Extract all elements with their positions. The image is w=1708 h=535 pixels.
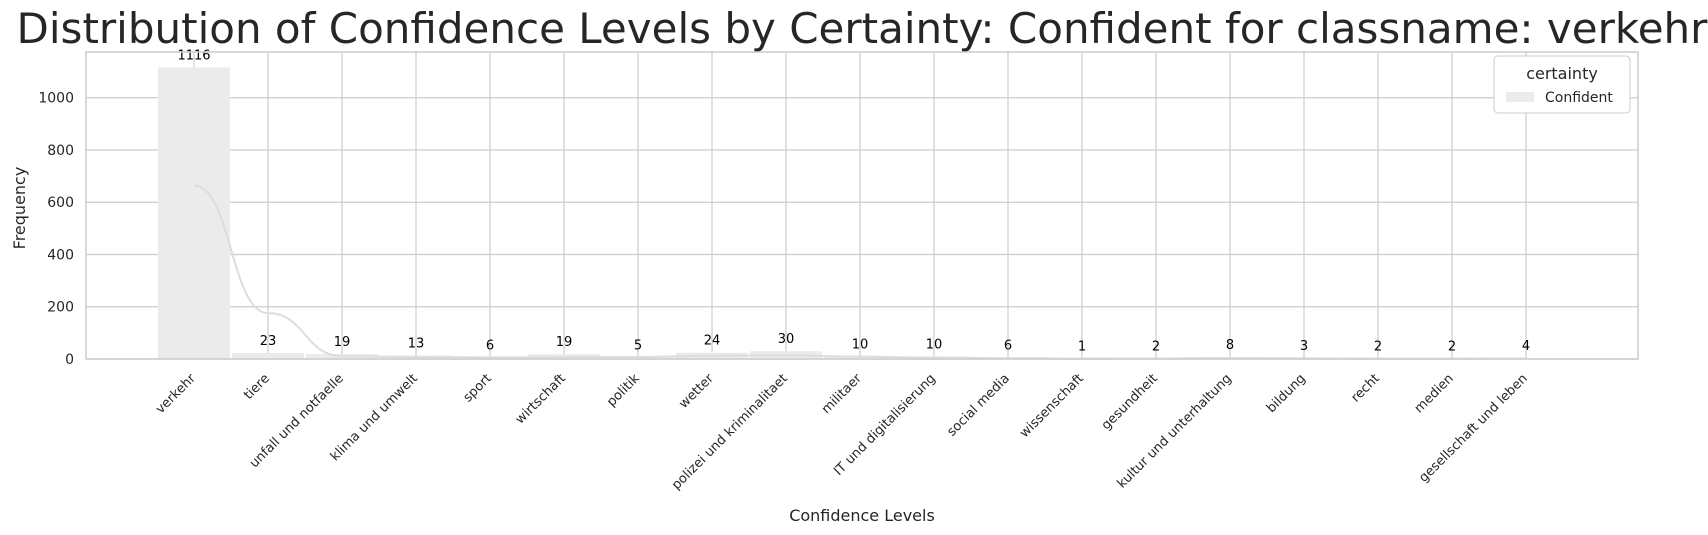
grid-lines (86, 52, 1638, 360)
bar-value-label: 2 (1374, 339, 1382, 354)
legend-entry-confident: Confident (1545, 90, 1613, 106)
bar-value-label: 3 (1300, 339, 1308, 354)
legend: certainty Confident (1493, 55, 1631, 114)
bar-value-label: 30 (778, 332, 795, 347)
y-tick-label: 600 (47, 195, 74, 211)
x-tick-label: verkehr (153, 371, 199, 417)
bar-value-label: 2 (1448, 339, 1456, 354)
y-axis-label: Frequency (10, 167, 29, 250)
bar-value-label: 10 (926, 337, 943, 352)
x-tick-label: social media (944, 371, 1012, 439)
bar-value-label: 2 (1152, 339, 1160, 354)
bar-value-label: 23 (260, 334, 277, 349)
bar-value-label: 5 (634, 339, 642, 354)
y-tick-label: 1000 (38, 91, 74, 107)
y-tick-label: 200 (47, 300, 74, 316)
x-tick-label: wirtschaft (513, 371, 569, 427)
bar-value-label: 6 (1004, 338, 1012, 353)
bar-value-label: 24 (704, 334, 721, 349)
plot-frame (85, 51, 1639, 360)
bar-value-label: 19 (556, 335, 573, 350)
bar-value-label: 8 (1226, 338, 1234, 353)
bar-value-label: 1116 (177, 48, 210, 63)
x-tick-label: recht (1349, 371, 1383, 405)
x-axis-label: Confidence Levels (789, 506, 935, 525)
bar-verkehr (158, 67, 230, 360)
x-tick-label: medien (1412, 371, 1457, 416)
y-tick-label: 0 (65, 352, 74, 368)
x-tick-label: sport (461, 371, 495, 405)
x-tick-label: bildung (1264, 371, 1309, 416)
chart-title: Distribution of Confidence Levels by Cer… (17, 4, 1708, 53)
bar-value-label: 4 (1522, 339, 1530, 354)
x-tick-label: politik (604, 371, 643, 410)
bar-value-label: 19 (334, 335, 351, 350)
bar-value-label: 1 (1078, 340, 1086, 355)
x-tick-label: militaer (819, 371, 865, 417)
bar-tiere (232, 352, 304, 359)
legend-swatch (1506, 92, 1534, 102)
x-tick-label: tiere (241, 371, 273, 403)
bar-value-label: 6 (486, 338, 494, 353)
x-tick-label: gesundheit (1099, 371, 1161, 433)
bar-value-label: 10 (852, 337, 869, 352)
y-tick-label: 400 (47, 247, 74, 263)
bar-value-label: 13 (408, 337, 425, 352)
bar-militaer (824, 356, 896, 359)
legend-title: certainty (1526, 64, 1598, 83)
y-tick-labels: 0 200 400 600 800 1000 (38, 91, 74, 368)
x-tick-label: wissenschaft (1017, 371, 1087, 441)
x-tick-label: wetter (676, 371, 717, 412)
y-tick-label: 800 (47, 143, 74, 159)
